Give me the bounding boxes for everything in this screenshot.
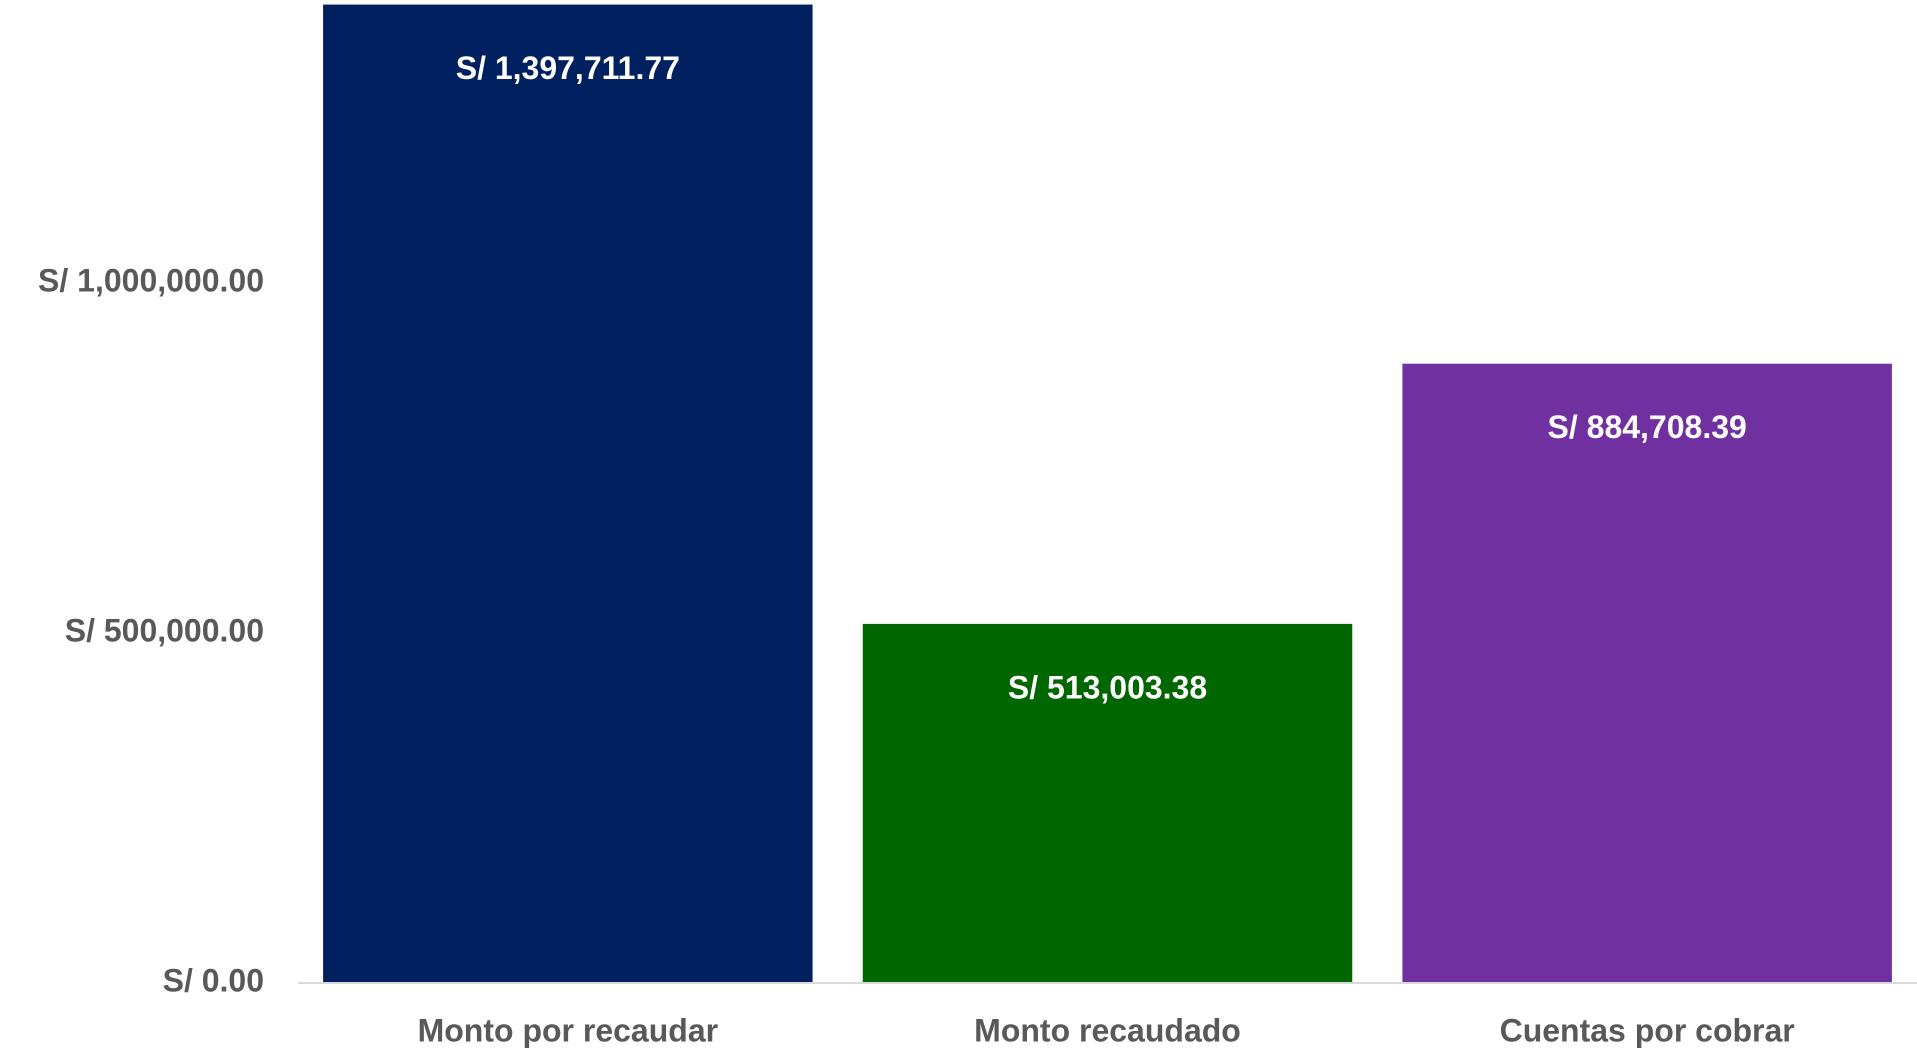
value-label: S/ 884,708.39 [1548,409,1747,445]
x-tick-label: Monto por recaudar [418,1012,718,1048]
x-tick-label: Cuentas por cobrar [1500,1012,1795,1048]
x-tick-label: Monto recaudado [974,1012,1241,1048]
y-tick-label: S/ 1,000,000.00 [38,262,264,298]
bar [323,4,813,984]
y-tick-label: S/ 0.00 [163,962,264,998]
value-label: S/ 1,397,711.77 [456,50,680,86]
value-label: S/ 513,003.38 [1008,669,1207,705]
bar [862,623,1353,983]
y-tick-label: S/ 500,000.00 [65,612,264,648]
bar [1402,363,1892,984]
